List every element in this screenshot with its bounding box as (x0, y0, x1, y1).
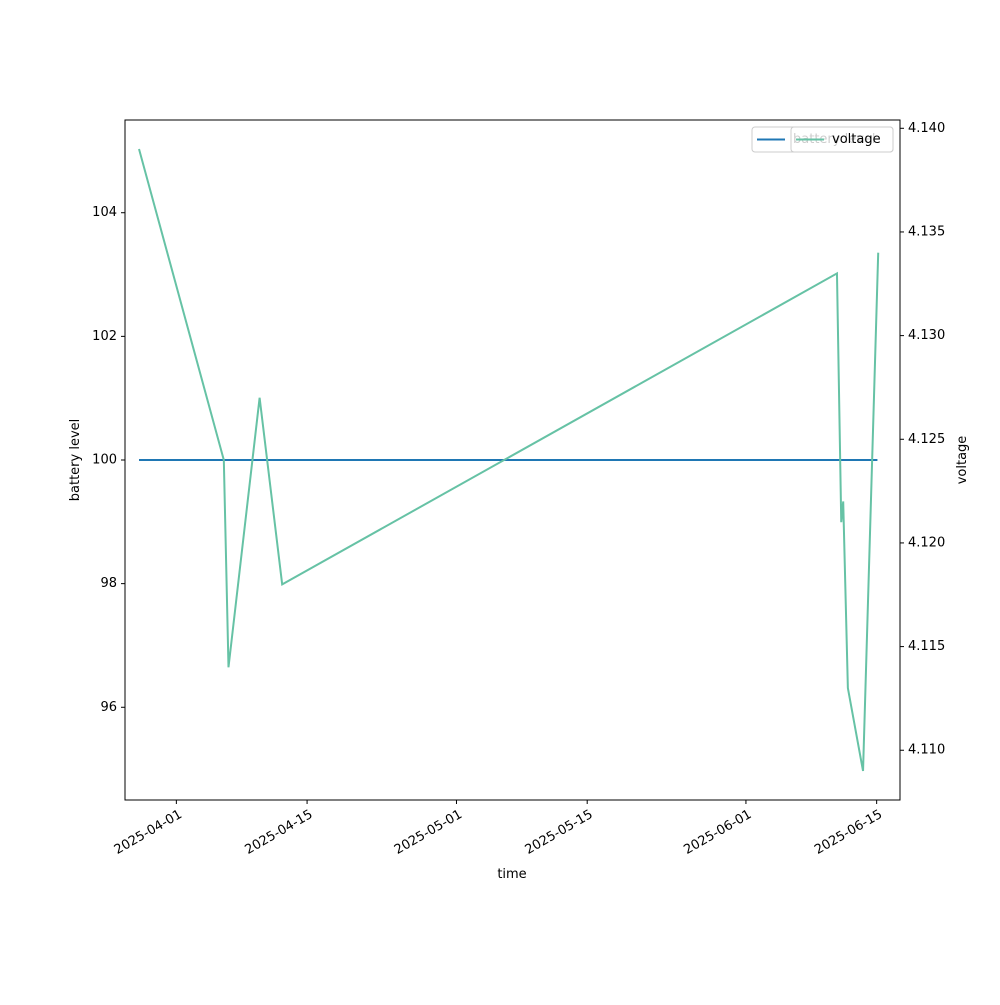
y-right-tick-label: 4.135 (908, 224, 945, 239)
x-tick-label: 2025-04-01 (112, 807, 185, 858)
series-layer (138, 148, 880, 772)
y-left-tick-label: 102 (92, 329, 117, 344)
x-tick-label: 2025-05-01 (392, 807, 465, 858)
x-tick-label: 2025-04-15 (243, 807, 316, 858)
axis-layer: 2025-04-01 2025-04-15 2025-05-01 2025-05-15… (92, 121, 945, 858)
y-left-axis-label: battery level (68, 419, 83, 502)
y-left-tick-label: 100 (92, 453, 117, 468)
y-right-tick-label: 4.125 (908, 432, 945, 447)
legend-label: voltage (832, 132, 881, 147)
x-tick-label: 2025-05-15 (523, 807, 596, 858)
x-tick-label: 2025-06-01 (681, 807, 754, 858)
y-left-tick-label: 96 (100, 700, 117, 715)
y-right-tick-label: 4.130 (908, 328, 945, 343)
y-left-tick-label: 98 (100, 576, 117, 591)
y-right-tick-label: 4.140 (908, 121, 945, 136)
y-right-axis-label: voltage (955, 436, 970, 485)
y-right-tick-label: 4.115 (908, 639, 945, 654)
legend-box-1 (790, 126, 894, 153)
y-left-tick-label: 104 (92, 205, 117, 220)
x-axis-label: time (497, 867, 526, 882)
series-line-1 (138, 148, 880, 772)
y-right-tick-label: 4.110 (908, 743, 945, 758)
y-right-tick-label: 4.120 (908, 535, 945, 550)
x-tick-label: 2025-06-15 (812, 807, 885, 858)
